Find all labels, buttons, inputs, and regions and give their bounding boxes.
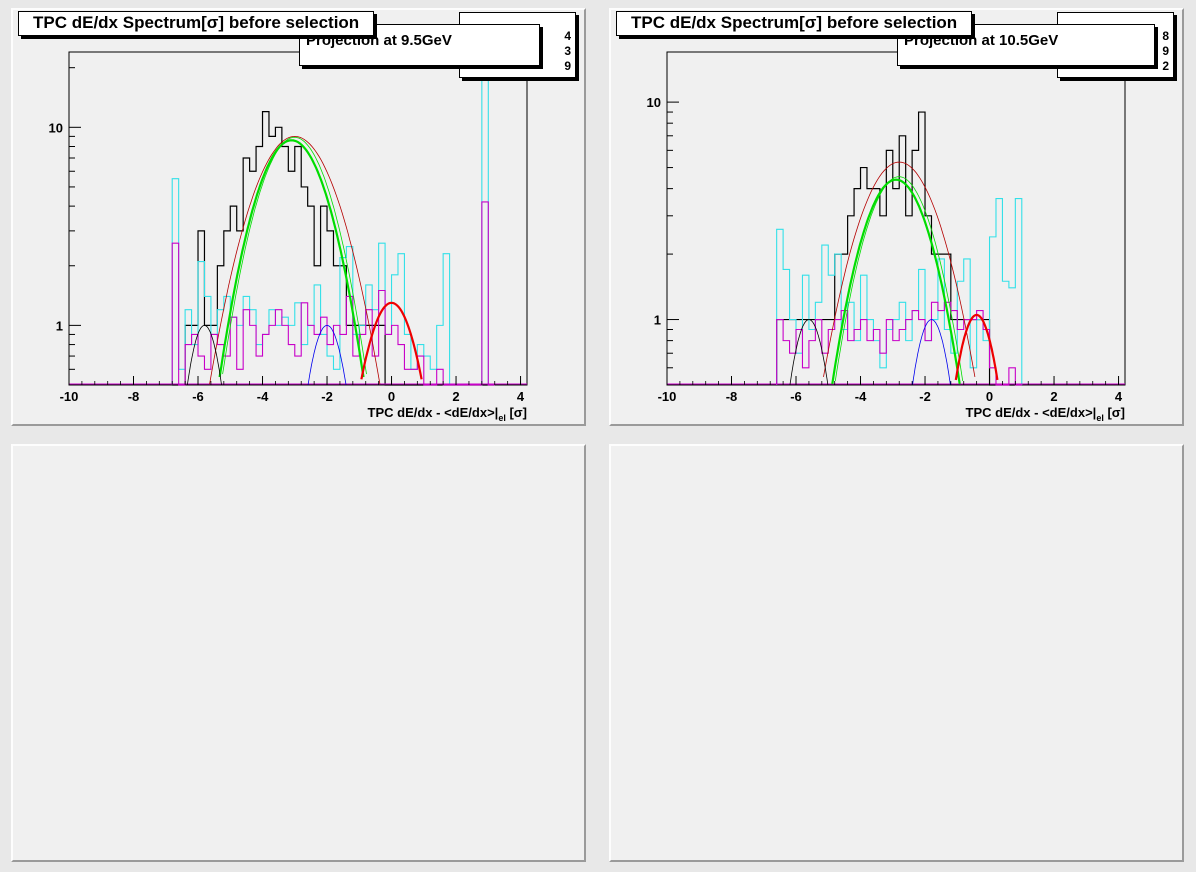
x-tick-label: -4	[257, 389, 269, 404]
stats-entries: 4	[564, 29, 571, 43]
plot-frame	[666, 51, 1126, 386]
fit-curve-fit-kaon	[912, 319, 951, 385]
y-tick-label: 10	[49, 120, 63, 135]
y-tick-label: 1	[56, 318, 63, 333]
fit-curve-fit-kaon	[307, 324, 347, 385]
empty-pad-bottom-right	[609, 444, 1184, 862]
x-tick-label: -6	[790, 389, 802, 404]
x-tick-label: 0	[388, 389, 395, 404]
empty-pad-bottom-left	[11, 444, 586, 862]
fit-curve-pion-alt	[222, 136, 367, 375]
plot-pad-top-left: -10 -8 -6 -4 -2 0 2 4 1 10 TPC dE/dx - <dE/dx>|el …	[11, 8, 586, 426]
chart-svg-10-5gev: -10 -8 -6 -4 -2 0 2 4 1 10 TPC dE/dx - <dE/dx>|el …	[647, 51, 1126, 423]
histogram-series-2	[171, 201, 495, 386]
plot-pad-top-right: -10 -8 -6 -4 -2 0 2 4 1 10 TPC dE/dx - <dE/dx>|el …	[609, 8, 1184, 426]
stats-mean: 3	[564, 44, 571, 58]
fit-curve-fit-total	[823, 161, 976, 377]
stats-rms: 9	[564, 59, 571, 73]
plot-title: TPC dE/dx Spectrum[σ] before selection	[616, 11, 973, 36]
plot-title: TPC dE/dx Spectrum[σ] before selection	[18, 11, 375, 36]
y-tick-label: 1	[654, 313, 661, 328]
histogram-series-0	[172, 111, 495, 386]
x-tick-label: -4	[855, 389, 867, 404]
stats-entries: 8	[1162, 29, 1169, 43]
x-axis-title: TPC dE/dx - <dE/dx>|el [σ]	[368, 405, 527, 423]
x-tick-label: 4	[1115, 389, 1123, 404]
x-tick-label: -2	[919, 389, 931, 404]
fit-curve-pion-alt	[834, 176, 964, 381]
x-axis-title: TPC dE/dx - <dE/dx>|el [σ]	[966, 405, 1125, 423]
fit-curve-fit-pion	[831, 178, 961, 385]
x-tick-label: 0	[986, 389, 993, 404]
fit-curve-fit-electron	[954, 313, 999, 381]
histogram-series-2	[776, 301, 1022, 386]
stats-rms: 2	[1162, 59, 1169, 73]
x-tick-label: 4	[517, 389, 525, 404]
x-tick-label: 2	[1050, 389, 1057, 404]
chart-svg-9-5gev: -10 -8 -6 -4 -2 0 2 4 1 10 TPC dE/dx - <dE/dx>|el …	[49, 51, 528, 423]
histogram-series-1	[776, 198, 1023, 385]
fit-curve-fit-total	[209, 135, 381, 385]
stats-mean: 9	[1162, 44, 1169, 58]
x-tick-label: 2	[452, 389, 459, 404]
fit-curve-fit-electron	[360, 301, 423, 380]
fit-curve-fit-proton	[789, 319, 829, 385]
fit-curve-fit-proton	[187, 324, 222, 385]
x-tick-label: -2	[321, 389, 333, 404]
x-tick-label: -6	[192, 389, 204, 404]
x-tick-label: -10	[658, 389, 677, 404]
fit-curve-fit-pion	[218, 139, 365, 378]
x-tick-label: -8	[726, 389, 738, 404]
x-tick-label: -8	[128, 389, 140, 404]
plot-frame	[68, 51, 528, 386]
x-tick-label: -10	[60, 389, 79, 404]
y-tick-label: 10	[647, 95, 661, 110]
histogram-series-0	[776, 111, 1022, 386]
